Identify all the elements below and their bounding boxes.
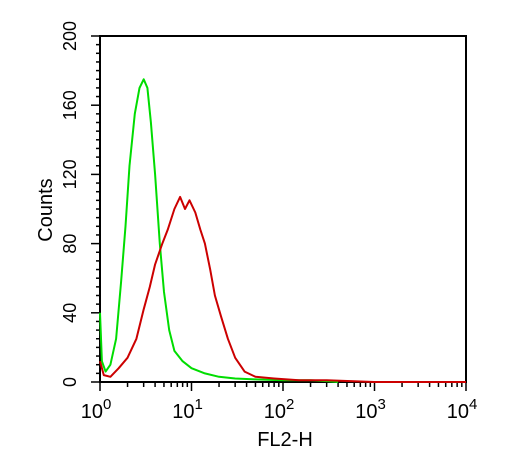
histogram-series-1 [99, 78, 339, 383]
x-axis-label: FL2-H [257, 429, 313, 451]
histogram-series-2 [99, 195, 466, 383]
y-tick-label: 40 [60, 303, 80, 323]
x-tick-label: 101 [172, 396, 203, 423]
plot-frame [99, 35, 467, 383]
y-axis-ticks: 0 40 80 120 160 200 [60, 21, 100, 387]
y-tick-label: 0 [60, 377, 80, 387]
y-axis-label: Counts [35, 178, 57, 241]
x-tick-label: 100 [81, 396, 112, 423]
y-tick-label: 80 [60, 234, 80, 254]
x-tick-label: 102 [264, 396, 295, 423]
series-layer [99, 78, 466, 383]
y-tick-label: 200 [60, 21, 80, 51]
x-tick-label: 104 [447, 396, 478, 423]
x-axis-ticks: 100 101 102 103 104 [81, 382, 478, 423]
x-tick-label: 103 [355, 396, 386, 423]
y-tick-label: 120 [60, 159, 80, 189]
y-tick-label: 160 [60, 90, 80, 120]
